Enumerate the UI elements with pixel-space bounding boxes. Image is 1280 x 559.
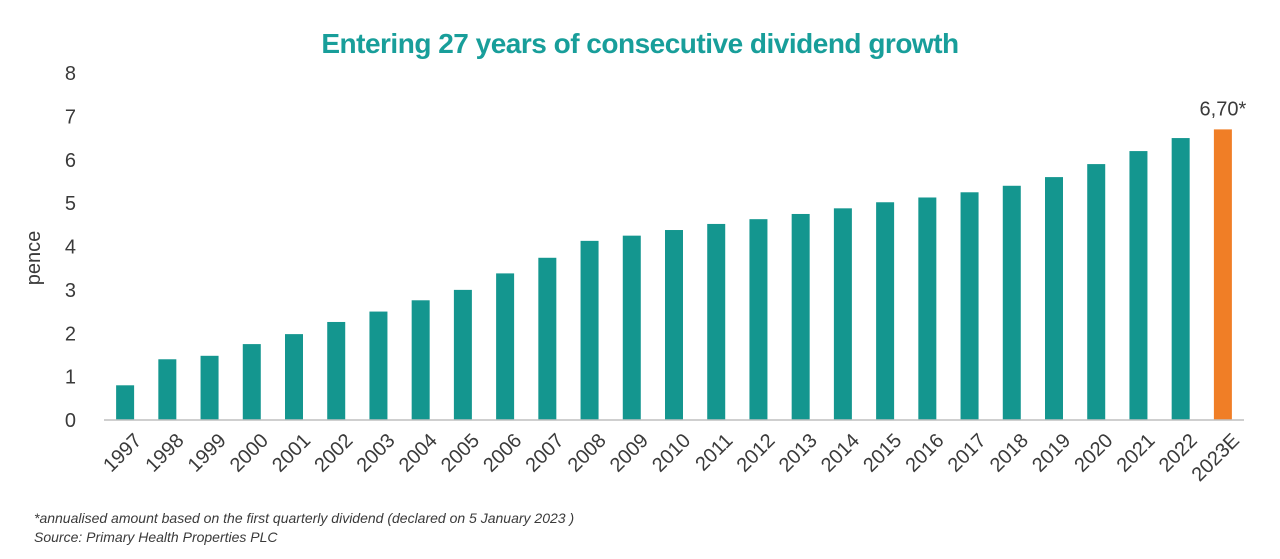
footnote-source: Source: Primary Health Properties PLC — [34, 529, 278, 545]
x-tick-label: 2021 — [1113, 430, 1160, 477]
bar-1997 — [116, 385, 135, 420]
y-tick-label: 4 — [65, 237, 76, 259]
x-tick-label: 2002 — [310, 430, 357, 477]
footnote-note: *annualised amount based on the first qu… — [34, 510, 575, 526]
x-tick-label: 2013 — [775, 430, 822, 477]
x-axis-labels: 1997199819992000200120022003200420052006… — [99, 430, 1244, 486]
bar-2021 — [1129, 151, 1148, 420]
y-tick-label: 2 — [65, 323, 76, 345]
bar-2005 — [453, 289, 472, 420]
annotations: 6,70* — [1200, 98, 1247, 120]
x-tick-label: 2011 — [691, 430, 737, 476]
bar-2016 — [918, 197, 937, 420]
bar-1998 — [158, 359, 177, 420]
bar-2020 — [1087, 164, 1106, 420]
bar-2013 — [791, 213, 810, 420]
x-tick-label: 2010 — [648, 430, 695, 477]
y-tick-label: 7 — [65, 106, 76, 128]
bar-2019 — [1045, 177, 1063, 420]
y-axis-ticks: 0 1 2 3 4 5 6 7 8 — [65, 63, 76, 432]
bar-2012 — [749, 219, 768, 420]
bar-2015 — [876, 202, 895, 420]
x-tick-label: 1999 — [184, 430, 231, 477]
x-tick-label: 2012 — [733, 430, 780, 477]
x-tick-label: 2000 — [226, 430, 273, 477]
x-tick-label: 1997 — [99, 430, 146, 477]
x-tick-label: 2007 — [521, 430, 568, 477]
x-tick-label: 1998 — [141, 430, 188, 477]
x-tick-label: 2004 — [395, 430, 442, 477]
bar-2009 — [622, 235, 641, 420]
y-axis-title: pence — [23, 231, 45, 286]
y-tick-label: 6 — [65, 150, 76, 172]
bar-2017 — [960, 192, 979, 420]
bar-2000 — [242, 344, 261, 420]
y-tick-label: 5 — [65, 193, 76, 215]
bar-2003 — [369, 311, 388, 420]
x-tick-label: 2018 — [986, 430, 1033, 477]
bar-2007 — [538, 257, 557, 420]
bar-2001 — [285, 334, 303, 420]
x-tick-label: 2020 — [1070, 430, 1117, 477]
x-tick-label: 2009 — [606, 430, 653, 477]
x-tick-label: 2003 — [353, 430, 400, 477]
bar-1999 — [200, 355, 219, 420]
x-tick-label: 2023E — [1188, 430, 1244, 486]
y-tick-label: 1 — [65, 367, 76, 389]
x-tick-label: 2019 — [1028, 430, 1075, 477]
y-tick-label: 8 — [65, 63, 76, 85]
x-tick-label: 2017 — [944, 430, 991, 477]
x-tick-label: 2005 — [437, 430, 484, 477]
bar-2011 — [707, 223, 726, 420]
bar-2014 — [833, 208, 852, 420]
x-tick-label: 2016 — [901, 430, 948, 477]
x-tick-label: 2015 — [859, 430, 906, 477]
bar-2018 — [1002, 185, 1021, 420]
x-tick-label: 2008 — [564, 430, 611, 477]
y-tick-label: 0 — [65, 410, 76, 432]
y-tick-label: 3 — [65, 280, 76, 302]
bar-2010 — [665, 230, 683, 420]
x-tick-label: 2006 — [479, 430, 526, 477]
bar-2004 — [411, 300, 430, 420]
bar-2023E — [1213, 129, 1232, 420]
bars — [116, 129, 1232, 420]
bar-2006 — [496, 273, 515, 420]
x-tick-label: 2001 — [268, 430, 315, 477]
bar-2002 — [327, 321, 346, 420]
bar-2022 — [1171, 138, 1190, 420]
x-tick-label: 2014 — [817, 430, 864, 477]
chart-title: Entering 27 years of consecutive dividen… — [321, 28, 959, 59]
data-label: 6,70* — [1200, 98, 1247, 120]
bar-2008 — [580, 240, 599, 420]
